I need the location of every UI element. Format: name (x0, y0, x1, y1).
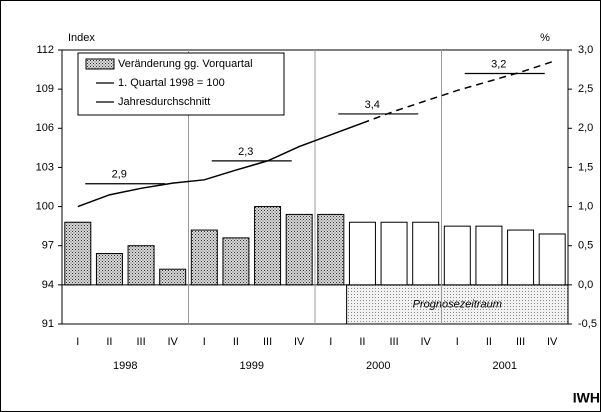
legend-label: Jahresdurchschnitt (118, 96, 210, 108)
forecast-label: Prognosezeitraum (413, 298, 502, 310)
x-tick-label: II (106, 336, 112, 348)
x-tick-label: I (329, 336, 332, 348)
group-label: 2001 (493, 360, 517, 372)
y2-tick-label: 2,0 (578, 122, 593, 134)
y-tick-label: 100 (36, 200, 54, 212)
source: IWH (573, 390, 600, 406)
legend-label: 1. Quartal 1998 = 100 (118, 77, 225, 89)
bar (254, 206, 282, 286)
bar (412, 221, 440, 286)
bar (64, 221, 92, 286)
x-tick-label: I (456, 336, 459, 348)
x-tick-label: IV (294, 336, 305, 348)
y2-tick-label: 1,5 (578, 161, 593, 173)
y2-tick-label: 3,0 (578, 44, 593, 56)
y2-tick-label: -0,5 (578, 318, 597, 330)
y-tick-label: 106 (36, 122, 54, 134)
x-tick-label: III (136, 336, 145, 348)
x-tick-label: III (263, 336, 272, 348)
legend-swatch (85, 58, 115, 70)
y-tick-label: 91 (42, 318, 54, 330)
index-line (77, 122, 363, 208)
y-tick-label: 97 (42, 240, 54, 252)
bar (127, 245, 155, 286)
y2-tick-label: 1,0 (578, 200, 593, 212)
bar (380, 221, 408, 286)
x-tick-label: IV (547, 336, 558, 348)
bar (190, 229, 218, 286)
y2-tick-label: 0,0 (578, 279, 593, 291)
bar (538, 233, 566, 286)
y2-axis-label: % (540, 32, 550, 44)
forecast-region (346, 284, 569, 325)
bar (285, 213, 313, 286)
annual-label: 2,3 (238, 146, 253, 158)
x-tick-label: III (389, 336, 398, 348)
bar (475, 225, 503, 286)
y-axis-label: Index (68, 32, 95, 44)
y-tick-label: 112 (36, 44, 54, 56)
y-tick-label: 109 (36, 83, 54, 95)
y-tick-label: 103 (36, 161, 54, 173)
x-tick-label: I (203, 336, 206, 348)
legend-label: Veränderung gg. Vorquartal (118, 58, 253, 70)
annual-label: 2,9 (112, 169, 127, 181)
bar (95, 253, 123, 286)
x-tick-label: I (76, 336, 79, 348)
group-label: 1999 (240, 360, 264, 372)
y2-tick-label: 0,5 (578, 240, 593, 252)
bar (507, 229, 535, 286)
x-tick-label: IV (420, 336, 431, 348)
annual-label: 3,2 (491, 58, 506, 70)
annual-label: 3,4 (365, 99, 380, 111)
bar (443, 225, 471, 286)
index-line-forecast (362, 61, 553, 124)
group-label: 1998 (113, 360, 137, 372)
bar (317, 213, 345, 286)
x-tick-label: II (233, 336, 239, 348)
x-tick-label: IV (167, 336, 178, 348)
y2-tick-label: 2,5 (578, 83, 593, 95)
group-label: 2000 (366, 360, 390, 372)
x-tick-label: II (486, 336, 492, 348)
x-tick-label: III (516, 336, 525, 348)
y-tick-label: 94 (42, 279, 54, 291)
x-tick-label: II (359, 336, 365, 348)
bar (222, 237, 250, 286)
bar (348, 221, 376, 286)
bar (159, 268, 187, 286)
